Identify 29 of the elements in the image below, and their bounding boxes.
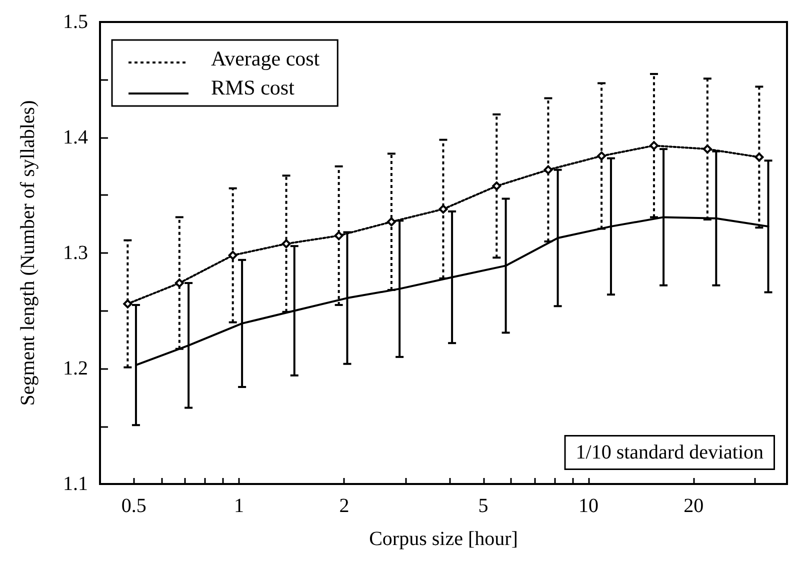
point: [386, 217, 396, 226]
point: [544, 165, 553, 174]
y-tick-label: 1.4: [63, 126, 88, 148]
annotation: 1/10 standard deviation: [576, 442, 764, 464]
y-axis-title: Segment length (Number of syllables): [17, 100, 39, 406]
x-axis-title: Corpus size [hour]: [369, 528, 518, 550]
point: [174, 278, 184, 288]
point: [282, 239, 291, 248]
point: [702, 144, 712, 154]
point: [228, 250, 238, 260]
y-tick-label: 1.1: [63, 473, 88, 495]
x-tick-label: 5: [478, 495, 488, 517]
x-tick-label: 1: [234, 495, 244, 517]
y-tick-label: 1.2: [63, 358, 88, 380]
point: [334, 231, 344, 240]
y-tick-label: 1.3: [63, 242, 88, 264]
legend-label: RMS cost: [211, 76, 295, 100]
x-tick-label: 20: [684, 495, 704, 517]
x-tick-label: 0.5: [121, 495, 146, 517]
point: [492, 182, 502, 191]
y-tick-label: 1.5: [63, 11, 88, 33]
x-tick-label: 10: [578, 495, 598, 517]
x-tick-label: 2: [339, 495, 350, 517]
point: [649, 141, 658, 150]
point: [597, 151, 606, 160]
point: [754, 152, 764, 162]
point: [438, 204, 448, 214]
point: [123, 299, 132, 308]
legend-label: Average cost: [211, 46, 320, 70]
